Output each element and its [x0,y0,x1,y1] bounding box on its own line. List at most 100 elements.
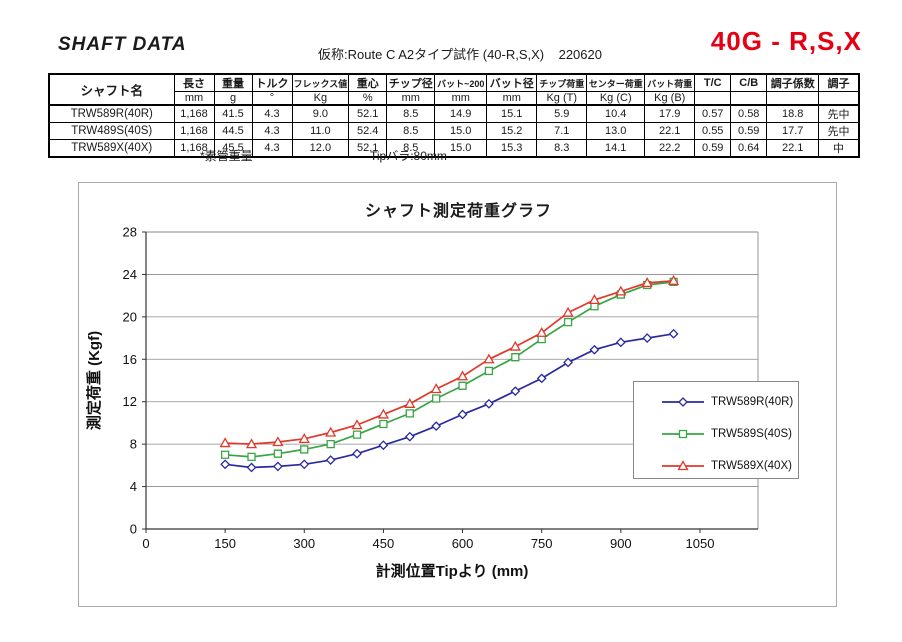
col-unit: Kg (T) [536,91,588,106]
square-marker [300,445,309,454]
table-cell: 15.1 [486,104,538,123]
table-cell: 10.4 [586,104,646,123]
col-unit: g [213,91,253,106]
col-unit: Kg [291,91,350,106]
table-cell: 5.9 [536,104,588,123]
y-tick-label: 0 [130,522,137,537]
triangle-marker [219,437,231,448]
col-header: チップ径 [386,73,436,92]
chart-title: シャフト測定荷重グラフ [364,203,552,220]
table-cell: 15.2 [486,122,538,140]
triangle-marker [325,426,337,437]
table-cell: 18.8 [766,104,820,123]
x-tick-label: 0 [142,536,149,551]
triangle-marker [351,419,363,430]
table-cell: 8.5 [386,139,436,158]
col-header: フレックス値 [291,73,350,92]
diamond-marker [484,398,494,409]
table-cell: 12.0 [291,139,350,158]
triangle-marker [667,274,680,285]
col-header: T/C [694,73,732,92]
table-cell: 22.2 [644,139,696,158]
triangle-marker [588,294,601,305]
table-row: TRW589R(40R) 1,168 41.5 4.3 9.0 52.1 8.5 14.9 15… [48,104,860,123]
table-cell: 1,168 [173,104,215,123]
x-tick-label: 300 [293,536,315,551]
shaft-code-label: 40G - R,S,X [710,26,862,56]
triangle-marker [509,340,521,351]
load-chart-panel: シャフト測定荷重グラフ 0 4 8 12 16 20 24 28 0 150 300 450 600 75… [78,182,837,607]
legend-label: TRW589S(40S) [711,428,792,440]
table-cell: 44.5 [213,122,253,140]
col-unit: mm [386,91,436,106]
table-cell: 13.0 [586,122,646,140]
square-marker [563,318,573,327]
table-cell: 0.64 [730,139,768,158]
diamond-marker [536,373,547,384]
triangle-swatch [662,460,704,471]
diamond-marker [668,328,679,339]
col-header: トルク [251,73,293,92]
col-header: 調子 [818,73,860,92]
series-line-square [225,281,674,458]
square-marker [484,366,494,376]
table-cell: 15.0 [434,139,488,158]
table-cell: 52.4 [348,122,388,140]
table-cell: 22.1 [766,139,820,158]
table-cell: 1,168 [173,139,215,158]
col-header: 重量 [213,73,253,92]
diamond-marker [220,459,231,470]
triangle-marker [456,370,469,381]
col-unit: % [348,91,388,106]
diamond-marker [378,440,389,451]
table-cell: 52.1 [348,104,388,123]
table-cell: 0.59 [694,139,732,158]
diamond-swatch [662,397,704,407]
table-cell: 22.1 [644,122,696,140]
square-marker [247,452,256,462]
triangle-marker [430,383,442,394]
table-cell: 0.57 [694,104,732,123]
square-marker [511,353,520,362]
table-cell: 9.0 [291,104,350,123]
y-tick-label: 24 [123,267,137,282]
series-line-triangle [225,279,674,445]
chart-svg: 0 4 8 12 16 20 24 28 0 150 300 450 600 750 900 1050 計測位置… [85,225,759,580]
y-axis-title: 測定荷重 (Kgf) [85,331,103,430]
diamond-marker [510,386,521,397]
col-unit: mm [486,91,538,106]
col-unit: Kg (B) [644,91,696,106]
y-tick-label: 8 [130,437,137,452]
shaft-spec-table: シャフト名 長さ 重量 トルク フレックス値 重心 チップ径 バット~200 バット径 チップ荷重… [48,73,860,158]
diamond-marker [615,337,626,348]
table-cell: 14.9 [434,104,488,123]
triangle-marker [377,408,390,419]
table-row: TRW489S(40S) 1,168 44.5 4.3 11.0 52.4 8.5 15.0 1… [48,122,860,140]
triangle-marker [245,438,258,449]
footnote-tip-balance: Tipバラ:80mm [370,149,447,163]
col-unit [694,91,732,106]
table-body: TRW589R(40R) 1,168 41.5 4.3 9.0 52.1 8.5 14.9 15… [48,104,860,158]
col-header: チップ荷重 [536,73,588,92]
legend-label: TRW589X(40X) [711,460,792,472]
square-marker [432,394,441,403]
y-tick-label: 16 [123,352,137,367]
table-cell: 17.9 [644,104,696,123]
x-tick-label: 750 [531,536,553,551]
table-cell: 0.55 [694,122,732,140]
col-unit: ° [251,91,293,106]
table-cell: 17.7 [766,122,820,140]
table-head: シャフト名 長さ 重量 トルク フレックス値 重心 チップ径 バット~200 バット径 チップ荷重… [48,73,860,106]
diamond-marker [404,431,415,442]
table-cell: 先中 [818,104,860,123]
y-tick-label: 12 [123,394,137,409]
col-unit [766,91,820,106]
legend-item: TRW589S(40S) [634,422,798,446]
table-cell: 0.58 [730,104,768,123]
square-marker [458,381,467,390]
square-marker [326,439,335,449]
col-unit [730,91,768,106]
table-cell: 14.1 [586,139,646,158]
y-tick-label: 4 [130,479,137,494]
table-row: TRW589X(40X) 1,168 45.5 4.3 12.0 52.1 8.5 15.0 1… [48,139,860,158]
